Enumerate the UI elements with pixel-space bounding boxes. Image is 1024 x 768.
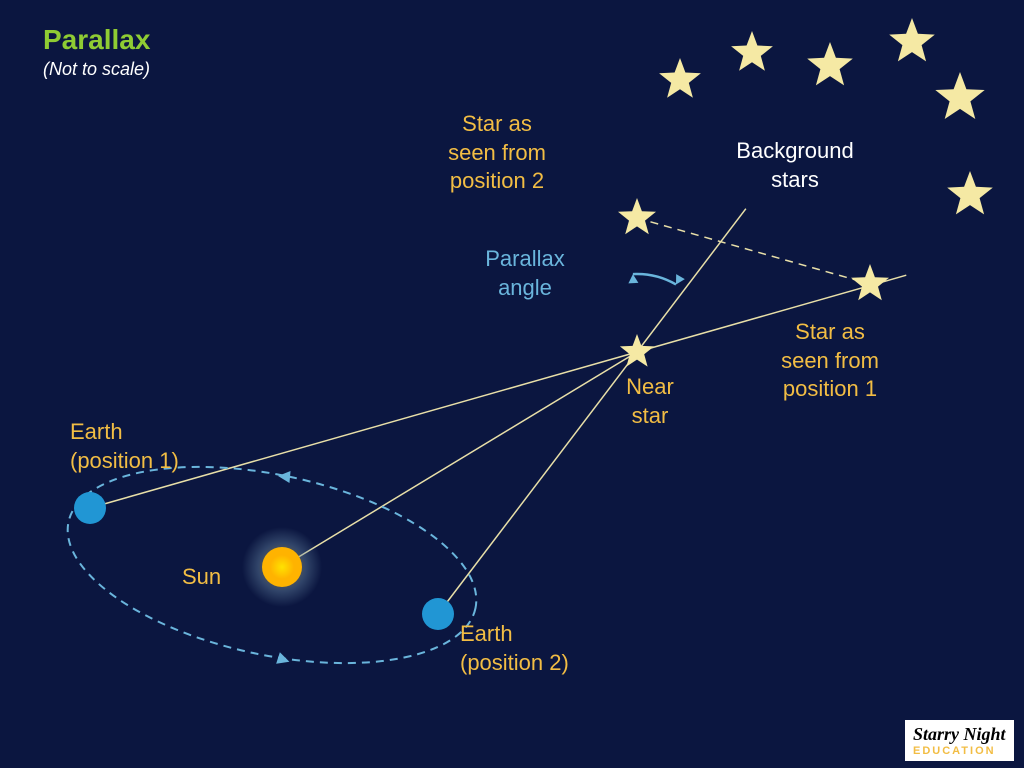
logo-main: Starry Night (913, 724, 1006, 745)
subtitle: (Not to scale) (43, 58, 150, 81)
label-sun: Sun (182, 563, 221, 592)
title: Parallax (43, 22, 150, 58)
label-star-pos1: Star asseen fromposition 1 (781, 318, 879, 404)
label-parallax-angle: Parallaxangle (485, 245, 564, 302)
logo-sub: EDUCATION (913, 745, 1006, 757)
label-background-stars: Backgroundstars (736, 137, 853, 194)
label-earth-pos2: Earth(position 2) (460, 620, 569, 677)
logo: Starry Night EDUCATION (905, 720, 1014, 761)
label-star-pos2: Star asseen fromposition 2 (448, 110, 546, 196)
label-earth-pos1: Earth(position 1) (70, 418, 179, 475)
label-near-star: Nearstar (626, 373, 674, 430)
